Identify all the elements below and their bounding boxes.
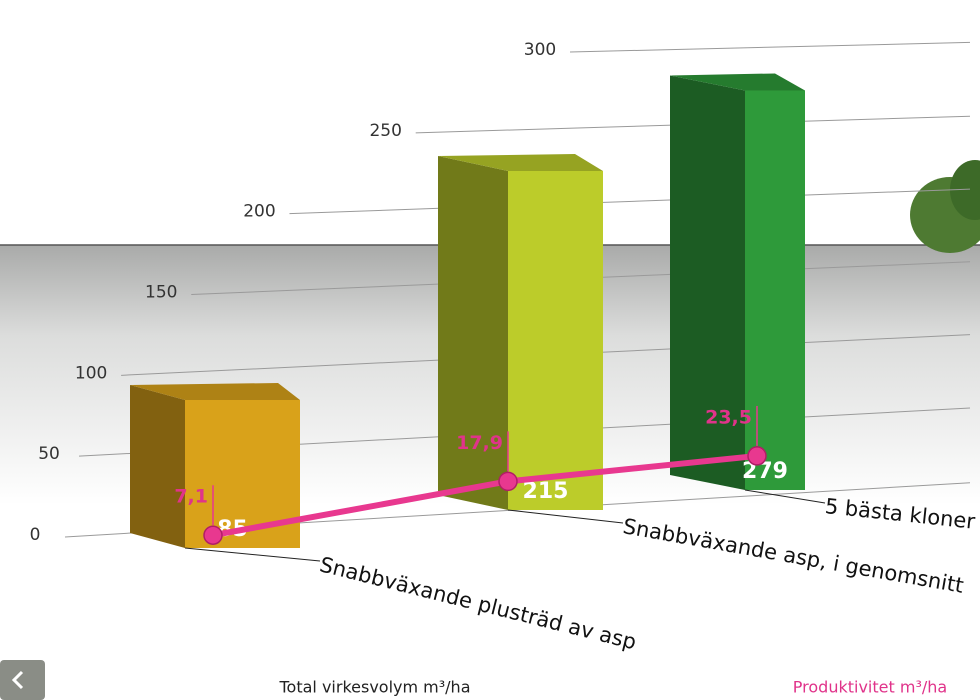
grid-line (289, 188, 971, 215)
y-tick-label: 300 (524, 40, 556, 60)
bar (670, 73, 805, 490)
line-point (203, 525, 223, 545)
line-value-label: 23,5 (705, 406, 752, 428)
line-value-label: 7,1 (174, 486, 208, 508)
y-tick-label: 250 (369, 121, 401, 141)
y-tick-label: 200 (243, 202, 275, 222)
line-point (498, 471, 518, 492)
bar-front (508, 171, 603, 510)
y-tick-label: 0 (30, 525, 41, 545)
legend-bars: Total virkesvolym m³/ha (279, 678, 471, 697)
category-leader (184, 547, 321, 562)
category-leader (744, 489, 826, 504)
y-tick-label: 150 (145, 283, 177, 303)
grid-line (569, 41, 971, 53)
back-button[interactable] (0, 660, 45, 700)
bar (438, 154, 603, 510)
value-label: 215 (523, 479, 569, 504)
value-label: 279 (742, 459, 788, 484)
legend-line: Produktivitet m³/ha (793, 678, 947, 697)
line-point (747, 446, 767, 466)
category-leader (507, 509, 624, 524)
bar-top (670, 73, 805, 91)
y-tick-label: 100 (75, 363, 107, 383)
line-value-label: 17,9 (456, 432, 503, 454)
bar-top (438, 154, 603, 171)
bar-side (438, 156, 508, 510)
y-tick-label: 50 (38, 444, 60, 464)
bar (130, 383, 300, 548)
bar-side (130, 385, 185, 548)
bar-side (670, 75, 745, 490)
tree (910, 160, 980, 253)
bar-front (745, 90, 805, 490)
bar-top (130, 383, 300, 400)
